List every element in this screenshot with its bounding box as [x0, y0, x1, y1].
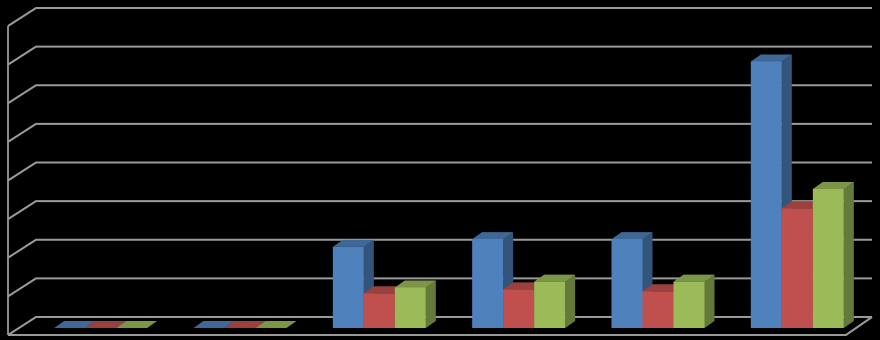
- grid-line: [7, 161, 872, 182]
- bar: [781, 208, 813, 328]
- grid-line: [7, 316, 872, 336]
- bar-top: [255, 321, 297, 328]
- bar: [363, 293, 395, 328]
- bar: [642, 291, 674, 328]
- bar-top: [534, 274, 576, 282]
- bar-top: [781, 201, 823, 209]
- bar: [750, 61, 782, 329]
- bar: [611, 239, 643, 328]
- bar-top: [642, 284, 684, 292]
- bar-top: [503, 282, 545, 290]
- grid-line: [7, 200, 872, 220]
- bar-top: [54, 321, 96, 328]
- bar-top: [472, 232, 514, 240]
- bar-top: [812, 181, 854, 189]
- bar: [332, 246, 364, 328]
- bar-top: [673, 274, 715, 282]
- bar-top: [85, 321, 127, 328]
- grid-line: [7, 122, 872, 143]
- bar-side: [565, 274, 576, 328]
- grid-line: [7, 45, 872, 66]
- bar-top: [363, 286, 405, 294]
- bar: [534, 281, 566, 328]
- bar: [472, 239, 504, 328]
- bar-side: [704, 274, 715, 328]
- grid-line: [7, 7, 872, 27]
- bar-side: [843, 181, 854, 328]
- floor-edge: [8, 316, 873, 336]
- bar: [812, 188, 844, 328]
- bar: [503, 289, 535, 328]
- bar-top: [750, 54, 792, 62]
- bar-top: [394, 280, 436, 288]
- bar: [673, 281, 705, 328]
- bar-top: [193, 321, 235, 328]
- bar-top: [332, 239, 374, 247]
- grid-line: [7, 238, 872, 259]
- bar: [394, 287, 426, 328]
- bar-side: [425, 280, 436, 328]
- grid-line: [7, 84, 872, 105]
- bar-top: [116, 321, 158, 328]
- grid-line: [7, 277, 872, 298]
- bar-top: [611, 232, 653, 240]
- bar-top: [224, 321, 266, 328]
